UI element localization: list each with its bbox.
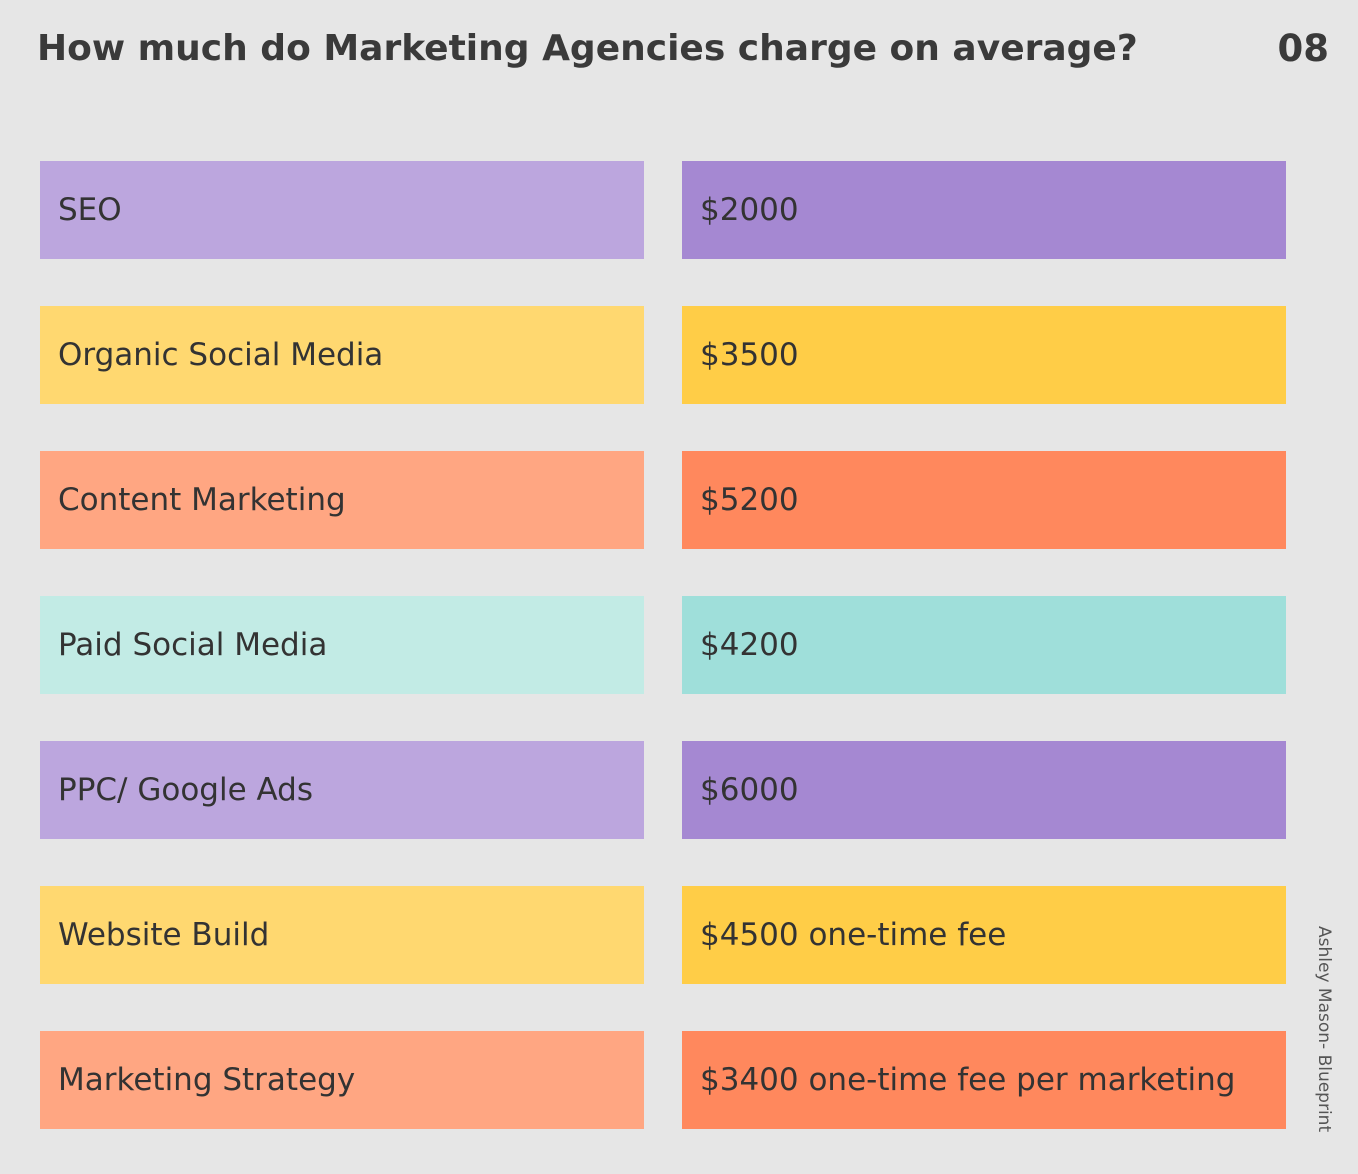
service-label: Website Build (40, 886, 644, 984)
pricing-row: Content Marketing $5200 (40, 451, 1286, 549)
service-label: Content Marketing (40, 451, 644, 549)
pricing-row: PPC/ Google Ads $6000 (40, 741, 1286, 839)
service-price: $4500 one-time fee (682, 886, 1286, 984)
service-price: $3400 one-time fee per marketing (682, 1031, 1286, 1129)
service-price: $4200 (682, 596, 1286, 694)
service-label: Organic Social Media (40, 306, 644, 404)
service-label: Paid Social Media (40, 596, 644, 694)
service-price: $2000 (682, 161, 1286, 259)
pricing-row: Paid Social Media $4200 (40, 596, 1286, 694)
pricing-row: Organic Social Media $3500 (40, 306, 1286, 404)
pricing-row: Website Build $4500 one-time fee (40, 886, 1286, 984)
page-number: 08 (1277, 27, 1330, 70)
service-label: PPC/ Google Ads (40, 741, 644, 839)
pricing-row: Marketing Strategy $3400 one-time fee pe… (40, 1031, 1286, 1129)
service-price: $3500 (682, 306, 1286, 404)
service-price: $6000 (682, 741, 1286, 839)
service-price: $5200 (682, 451, 1286, 549)
service-label: SEO (40, 161, 644, 259)
service-label: Marketing Strategy (40, 1031, 644, 1129)
author-credit: Ashley Mason- Blueprint (1314, 926, 1334, 1133)
pricing-row: SEO $2000 (40, 161, 1286, 259)
page-title: How much do Marketing Agencies charge on… (37, 28, 1138, 69)
pricing-table: SEO $2000 Organic Social Media $3500 Con… (40, 161, 1286, 1129)
